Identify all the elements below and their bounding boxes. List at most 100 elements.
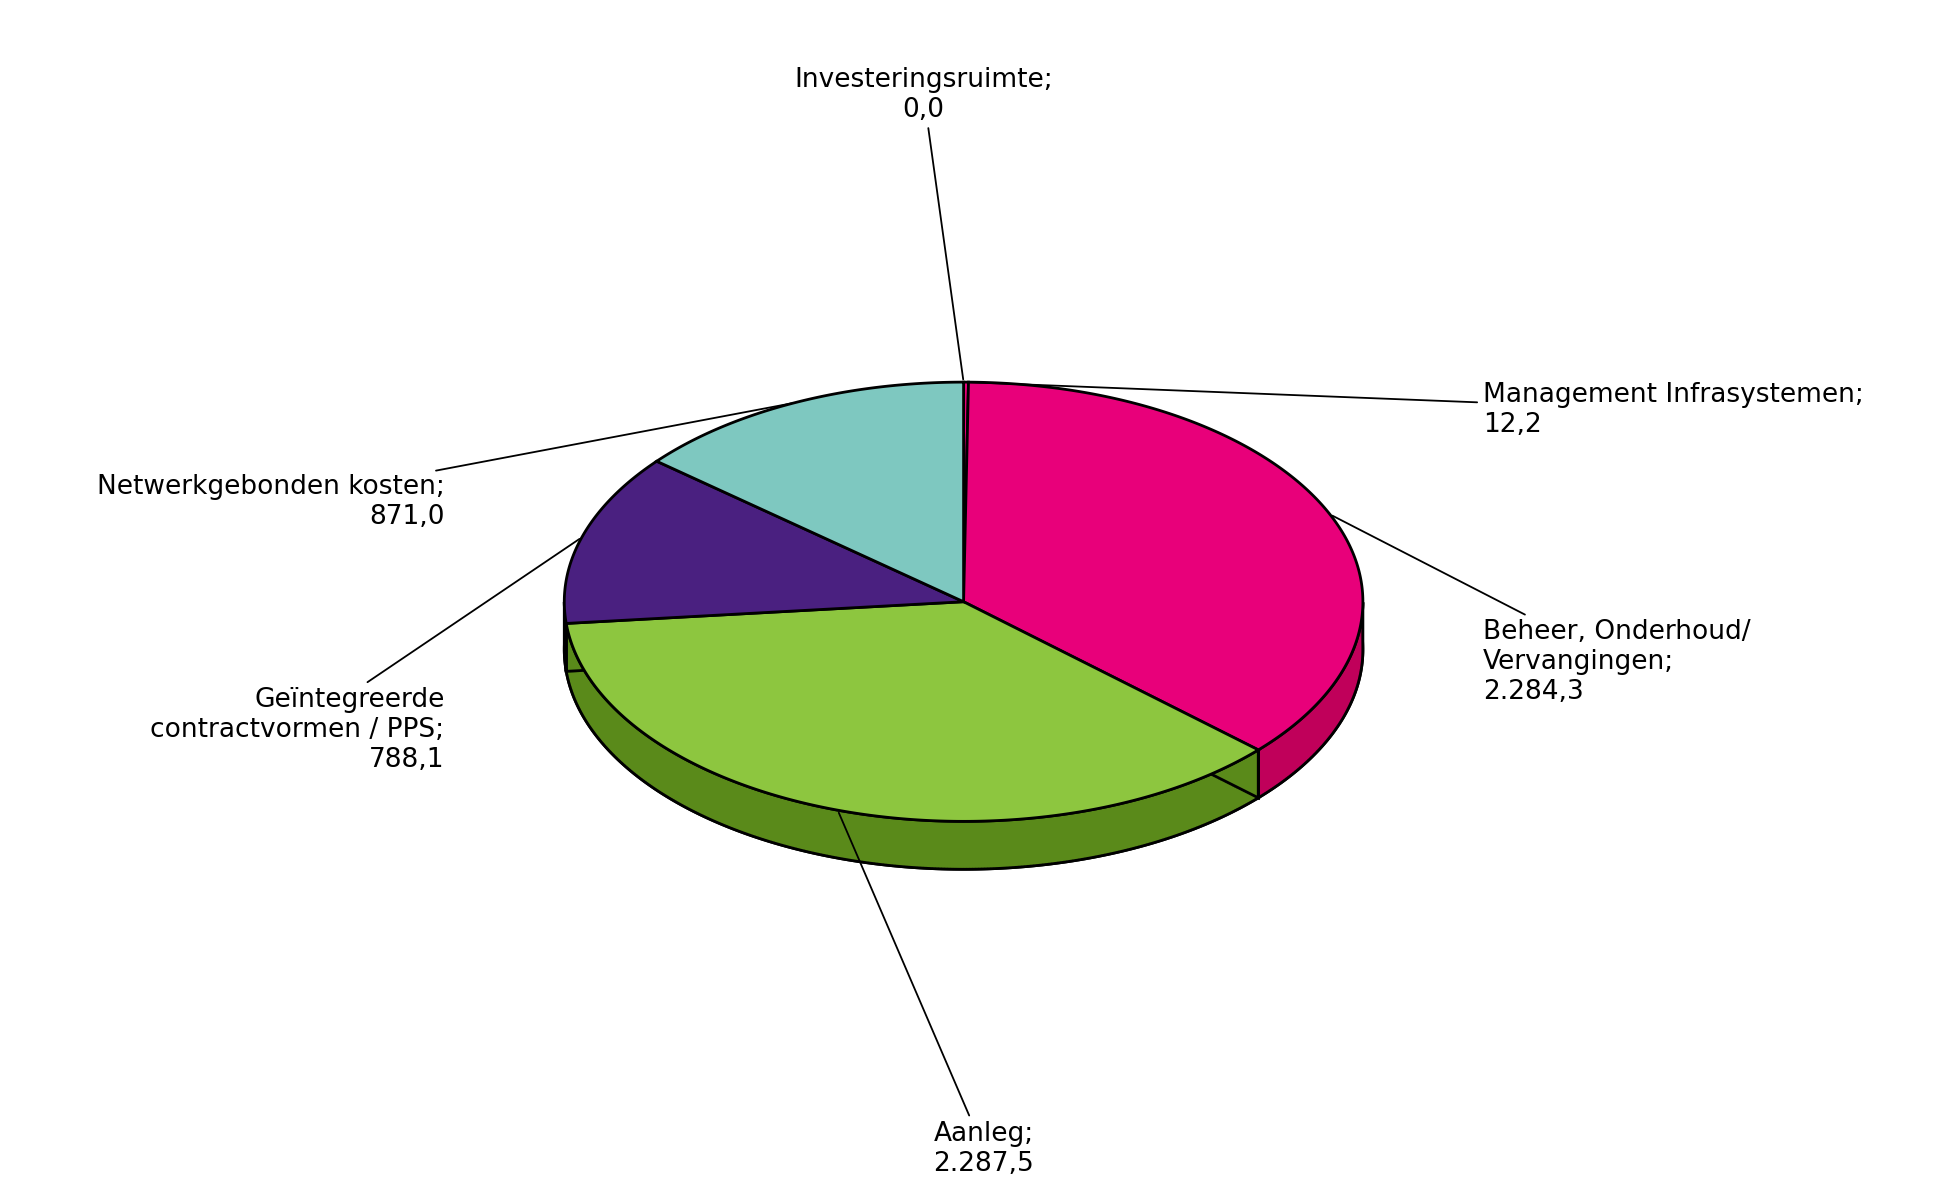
Polygon shape bbox=[774, 795, 778, 843]
Polygon shape bbox=[1207, 775, 1209, 824]
Polygon shape bbox=[848, 811, 850, 860]
Polygon shape bbox=[1015, 820, 1019, 867]
Polygon shape bbox=[678, 756, 682, 804]
Polygon shape bbox=[978, 821, 981, 870]
Polygon shape bbox=[1217, 771, 1218, 820]
Polygon shape bbox=[813, 805, 817, 854]
Polygon shape bbox=[717, 775, 721, 823]
Polygon shape bbox=[1075, 813, 1077, 860]
Polygon shape bbox=[1089, 809, 1093, 858]
Polygon shape bbox=[942, 821, 944, 870]
Polygon shape bbox=[1166, 790, 1168, 839]
Polygon shape bbox=[766, 792, 768, 841]
Polygon shape bbox=[1070, 813, 1072, 861]
Polygon shape bbox=[807, 804, 811, 853]
Polygon shape bbox=[786, 798, 788, 847]
Polygon shape bbox=[1013, 820, 1015, 867]
Polygon shape bbox=[1248, 754, 1250, 804]
Polygon shape bbox=[1042, 816, 1046, 865]
Polygon shape bbox=[1160, 792, 1164, 841]
Polygon shape bbox=[1040, 817, 1042, 865]
Polygon shape bbox=[893, 817, 895, 866]
Polygon shape bbox=[1132, 800, 1136, 848]
Text: Geïntegreerde
contractvormen / PPS;
788,1: Geïntegreerde contractvormen / PPS; 788,… bbox=[151, 539, 580, 772]
Polygon shape bbox=[676, 754, 678, 803]
Polygon shape bbox=[833, 809, 836, 858]
Polygon shape bbox=[844, 811, 848, 860]
Text: Investeringsruimte;
0,0: Investeringsruimte; 0,0 bbox=[793, 67, 1054, 379]
Polygon shape bbox=[860, 814, 862, 862]
Polygon shape bbox=[1211, 773, 1213, 822]
Polygon shape bbox=[936, 821, 938, 868]
Polygon shape bbox=[836, 810, 838, 859]
Polygon shape bbox=[821, 807, 825, 855]
Polygon shape bbox=[715, 773, 717, 823]
Polygon shape bbox=[1111, 805, 1113, 854]
Polygon shape bbox=[1027, 819, 1030, 866]
Polygon shape bbox=[997, 821, 999, 868]
Polygon shape bbox=[672, 752, 674, 801]
Polygon shape bbox=[725, 778, 727, 827]
Polygon shape bbox=[827, 808, 831, 857]
Polygon shape bbox=[1244, 757, 1246, 807]
Polygon shape bbox=[862, 814, 866, 862]
Polygon shape bbox=[964, 383, 968, 602]
Polygon shape bbox=[1146, 796, 1150, 845]
Polygon shape bbox=[938, 821, 942, 868]
Polygon shape bbox=[1021, 819, 1025, 867]
Polygon shape bbox=[566, 602, 964, 671]
Polygon shape bbox=[1181, 785, 1183, 834]
Polygon shape bbox=[656, 383, 964, 602]
Polygon shape bbox=[889, 817, 893, 866]
Polygon shape bbox=[1066, 814, 1070, 861]
Polygon shape bbox=[733, 781, 735, 829]
Polygon shape bbox=[811, 804, 813, 853]
Polygon shape bbox=[1142, 797, 1144, 846]
Polygon shape bbox=[1168, 790, 1171, 839]
Polygon shape bbox=[1179, 786, 1181, 835]
Polygon shape bbox=[721, 776, 723, 824]
Polygon shape bbox=[768, 794, 772, 842]
Polygon shape bbox=[1230, 764, 1232, 814]
Polygon shape bbox=[991, 821, 993, 868]
Polygon shape bbox=[713, 772, 715, 822]
Text: Netwerkgebonden kosten;
871,0: Netwerkgebonden kosten; 871,0 bbox=[96, 404, 791, 530]
Polygon shape bbox=[923, 820, 927, 868]
Polygon shape bbox=[664, 747, 666, 796]
Polygon shape bbox=[699, 766, 701, 815]
Polygon shape bbox=[727, 779, 731, 828]
Polygon shape bbox=[711, 772, 713, 821]
Polygon shape bbox=[1183, 784, 1187, 833]
Polygon shape bbox=[744, 785, 748, 834]
Polygon shape bbox=[825, 808, 827, 857]
Polygon shape bbox=[1193, 781, 1197, 829]
Polygon shape bbox=[735, 782, 737, 830]
Polygon shape bbox=[1019, 819, 1021, 867]
Polygon shape bbox=[662, 746, 664, 795]
Polygon shape bbox=[1260, 747, 1262, 797]
Polygon shape bbox=[788, 800, 791, 847]
Polygon shape bbox=[1046, 816, 1048, 865]
Polygon shape bbox=[1252, 752, 1254, 802]
Polygon shape bbox=[954, 821, 956, 870]
Polygon shape bbox=[1205, 776, 1207, 826]
Polygon shape bbox=[915, 820, 917, 867]
Polygon shape bbox=[1136, 800, 1138, 848]
Polygon shape bbox=[750, 788, 752, 836]
Polygon shape bbox=[1007, 820, 1009, 868]
Polygon shape bbox=[1256, 750, 1258, 800]
Polygon shape bbox=[1220, 769, 1222, 817]
Polygon shape bbox=[707, 771, 711, 820]
Polygon shape bbox=[964, 430, 968, 650]
Polygon shape bbox=[1058, 815, 1060, 864]
Polygon shape bbox=[856, 814, 860, 861]
Polygon shape bbox=[686, 759, 688, 808]
Polygon shape bbox=[1138, 798, 1142, 847]
Polygon shape bbox=[741, 784, 742, 833]
Polygon shape bbox=[878, 816, 882, 865]
Polygon shape bbox=[1187, 783, 1189, 832]
Polygon shape bbox=[964, 602, 1258, 798]
Polygon shape bbox=[850, 813, 854, 861]
Polygon shape bbox=[805, 803, 807, 852]
Polygon shape bbox=[907, 820, 911, 867]
